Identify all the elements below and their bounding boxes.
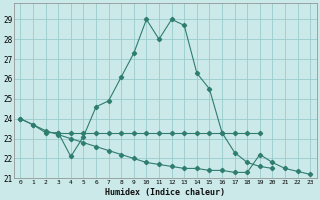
X-axis label: Humidex (Indice chaleur): Humidex (Indice chaleur) <box>105 188 225 197</box>
